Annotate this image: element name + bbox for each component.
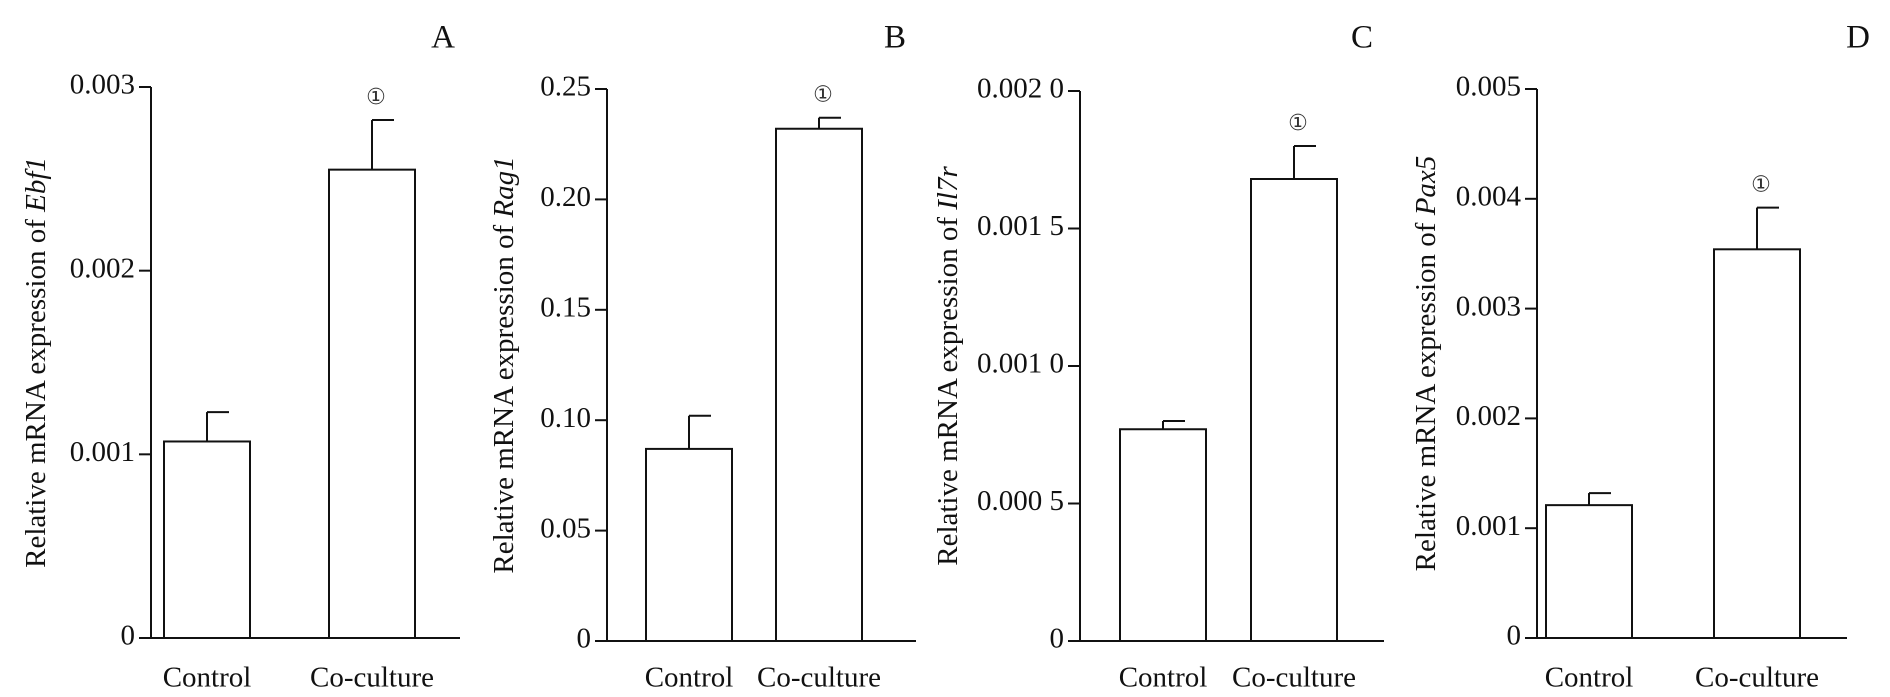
y-tick-label: 0: [121, 620, 136, 652]
y-tick-label: 0.004: [1456, 180, 1522, 212]
y-tick-label: 0: [577, 623, 592, 655]
category-label: Control: [645, 662, 734, 694]
panel-letter: B: [884, 20, 906, 56]
y-tick-label: 0.000 5: [977, 485, 1064, 517]
y-axis-label: Relative mRNA expression of Il7r: [932, 166, 964, 566]
y-tick-label: 0.10: [540, 402, 591, 434]
significance-marker: ①: [1288, 111, 1308, 136]
significance-marker: ①: [813, 83, 833, 108]
panel-a: A 0 0.001 0.002 0.003 Relative mRNA expressio…: [20, 20, 460, 694]
panel-letter: A: [431, 20, 455, 56]
category-label: Co-culture: [1695, 662, 1819, 694]
y-tick-label: 0.003: [70, 69, 135, 101]
panel-letter: D: [1846, 20, 1870, 56]
y-tick-label: 0.005: [1456, 71, 1521, 103]
y-axis-label-gene: Pax5: [1410, 156, 1442, 217]
bar-control: [645, 447, 733, 642]
y-tick-label: 0.001 5: [977, 210, 1064, 242]
bar-control: [1545, 504, 1633, 639]
bar-co-culture: [1713, 248, 1801, 639]
panel-c: C 0 0.000 5 0.001 0 0.001 5 0.002 0 Relative m…: [932, 20, 1384, 694]
y-axis-label: Relative mRNA expression of Ebf1: [20, 157, 52, 568]
y-axis-label: Relative mRNA expression of Rag1: [488, 156, 520, 573]
y-tick-label: 0.001 0: [977, 348, 1064, 380]
panel-d: D 0 0.001 0.002 0.003 0.004 0.005 Relative mRNA…: [1410, 20, 1870, 694]
y-tick-label: 0: [1050, 623, 1065, 655]
y-axis-label-gene: Il7r: [932, 166, 964, 211]
y-axis-label: Relative mRNA expression of Pax5: [1410, 156, 1442, 572]
panel-letter: C: [1351, 20, 1373, 56]
category-label: Control: [163, 662, 252, 694]
significance-marker: ①: [1751, 173, 1771, 198]
category-label: Co-culture: [757, 662, 881, 694]
category-label: Co-culture: [310, 662, 434, 694]
category-label: Control: [1545, 662, 1634, 694]
y-axis-label-prefix: Relative mRNA expression of: [1410, 215, 1442, 571]
bar-control: [1119, 428, 1207, 642]
y-tick-label: 0.25: [540, 71, 591, 103]
y-tick-label: 0.15: [540, 291, 591, 323]
y-tick-label: 0.001: [1456, 510, 1521, 542]
category-label: Control: [1119, 662, 1208, 694]
y-tick-label: 0.001: [70, 436, 135, 468]
y-tick-label: 0.002 0: [977, 73, 1064, 105]
y-axis-label-prefix: Relative mRNA expression of: [932, 210, 964, 566]
y-axis-label-prefix: Relative mRNA expression of: [488, 218, 520, 574]
bar-control: [163, 440, 251, 639]
bar-co-culture: [1250, 178, 1338, 642]
y-axis-label-gene: Ebf1: [20, 157, 52, 213]
category-label: Co-culture: [1232, 662, 1356, 694]
bar-co-culture: [328, 168, 416, 639]
y-tick-label: 0.002: [70, 252, 135, 284]
y-tick-label: 0.002: [1456, 400, 1521, 432]
y-tick-label: 0.20: [540, 181, 591, 213]
y-tick-label: 0.05: [540, 512, 591, 544]
y-axis-label-gene: Rag1: [488, 156, 520, 218]
bar-co-culture: [775, 127, 863, 642]
y-axis-label-prefix: Relative mRNA expression of: [20, 212, 52, 568]
y-tick-label: 0: [1507, 620, 1522, 652]
significance-marker: ①: [366, 85, 386, 110]
panel-b: B 0 0.05 0.10 0.15 0.20 0.25 Relative mRNA expr…: [488, 20, 916, 694]
y-tick-label: 0.003: [1456, 290, 1521, 322]
